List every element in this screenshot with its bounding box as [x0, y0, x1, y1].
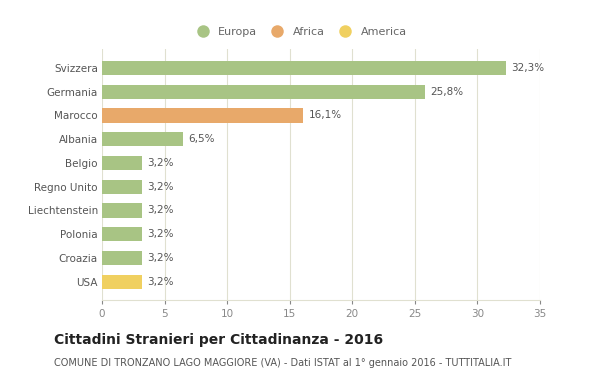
Bar: [102, 132, 184, 146]
Text: 25,8%: 25,8%: [430, 87, 463, 97]
Text: 32,3%: 32,3%: [511, 63, 544, 73]
Text: 3,2%: 3,2%: [147, 229, 173, 239]
Text: 3,2%: 3,2%: [147, 158, 173, 168]
Bar: [102, 203, 142, 217]
Bar: [102, 251, 142, 265]
Text: 3,2%: 3,2%: [147, 182, 173, 192]
Text: Cittadini Stranieri per Cittadinanza - 2016: Cittadini Stranieri per Cittadinanza - 2…: [54, 333, 383, 347]
Bar: [102, 108, 304, 122]
Text: 3,2%: 3,2%: [147, 206, 173, 215]
Bar: [102, 274, 142, 289]
Bar: [102, 61, 506, 75]
Text: 6,5%: 6,5%: [188, 134, 215, 144]
Bar: [102, 156, 142, 170]
Legend: Europa, Africa, America: Europa, Africa, America: [187, 22, 411, 41]
Text: 3,2%: 3,2%: [147, 253, 173, 263]
Bar: [102, 227, 142, 241]
Text: 3,2%: 3,2%: [147, 277, 173, 287]
Bar: [102, 84, 425, 99]
Text: 16,1%: 16,1%: [308, 111, 341, 120]
Bar: [102, 179, 142, 194]
Text: COMUNE DI TRONZANO LAGO MAGGIORE (VA) - Dati ISTAT al 1° gennaio 2016 - TUTTITAL: COMUNE DI TRONZANO LAGO MAGGIORE (VA) - …: [54, 358, 511, 367]
